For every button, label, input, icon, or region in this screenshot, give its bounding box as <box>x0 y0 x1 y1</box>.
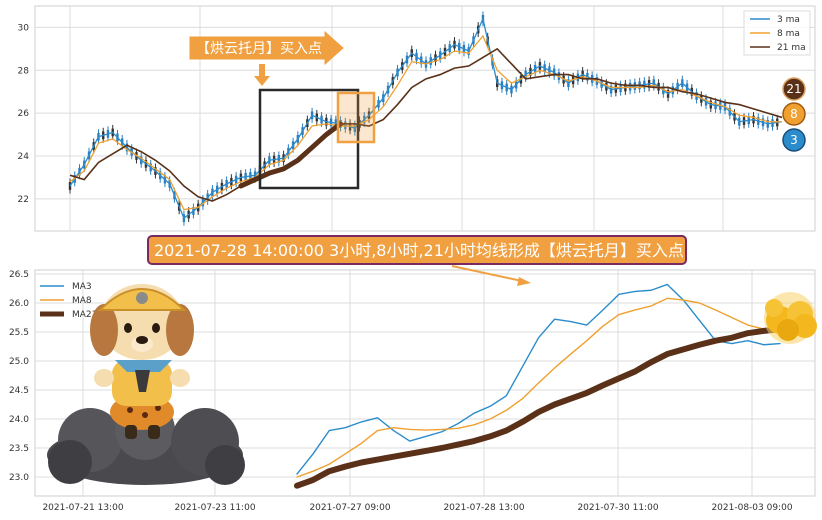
bottom-x-tick-label: 2021-07-21 13:00 <box>42 503 123 513</box>
top-y-tick-label: 22 <box>18 195 29 205</box>
bottom-y-tick-label: 23.0 <box>9 473 29 483</box>
top-y-tick-label: 24 <box>18 152 30 162</box>
badge-8-label: 8 <box>790 107 798 121</box>
main-annotation-text: 2021-07-28 14:00:00 3小时,8小时,21小时均线形成【烘云托… <box>154 241 684 260</box>
bottom-y-tick-label: 24.5 <box>9 386 29 396</box>
badge-21-label: 21 <box>786 82 801 96</box>
legend-label-ma8: MA8 <box>72 296 92 306</box>
top-annotation-text: 【烘云托月】买入点 <box>196 41 322 57</box>
bottom-y-tick-label: 24.0 <box>9 415 29 425</box>
bottom-panel: 23.0 23.5 24.0 24.5 25.0 25.5 26.0 26.5 2021-07… <box>9 270 817 513</box>
legend-label-3ma: 3 ma <box>777 15 800 25</box>
top-legend: 3 ma 8 ma 21 ma <box>744 11 810 55</box>
bottom-x-tick-label: 2021-07-23 11:00 <box>174 503 255 513</box>
bottom-x-tick-label: 2021-07-27 09:00 <box>309 503 390 513</box>
bottom-y-tick-label: 25.0 <box>9 357 29 367</box>
badge-3-label: 3 <box>790 133 798 147</box>
bottom-x-tick-label: 2021-07-28 13:00 <box>443 503 524 513</box>
legend-label-21ma: 21 ma <box>777 43 806 53</box>
top-y-ticks: 22 24 26 28 30 <box>18 23 30 204</box>
bottom-y-tick-label: 26.0 <box>9 299 29 309</box>
highlight-box-orange <box>338 93 374 142</box>
top-panel: 22 24 26 28 30 【烘云托月】买入点 3 ma 8 ma 21 ma 21 <box>18 6 815 231</box>
bottom-x-tick-label: 2021-07-30 11:00 <box>577 503 658 513</box>
top-y-tick-label: 26 <box>18 109 30 119</box>
bottom-y-tick-label: 26.5 <box>9 270 29 280</box>
legend-label-8ma: 8 ma <box>777 29 800 39</box>
bottom-y-tick-label: 25.5 <box>9 328 29 338</box>
bottom-x-ticks: 2021-07-21 13:00 2021-07-23 11:00 2021-07-… <box>42 503 792 513</box>
legend-label-ma3: MA3 <box>72 282 92 292</box>
top-y-tick-label: 30 <box>18 23 30 33</box>
bottom-x-tick-label: 2021-08-03 09:00 <box>711 503 792 513</box>
bottom-y-ticks: 23.0 23.5 24.0 24.5 25.0 25.5 26.0 26.5 <box>9 270 29 483</box>
ma-badges: 21 8 3 <box>783 78 805 151</box>
top-y-tick-label: 28 <box>18 66 30 76</box>
top-plot-area <box>35 6 815 231</box>
bottom-y-tick-label: 23.5 <box>9 444 29 454</box>
